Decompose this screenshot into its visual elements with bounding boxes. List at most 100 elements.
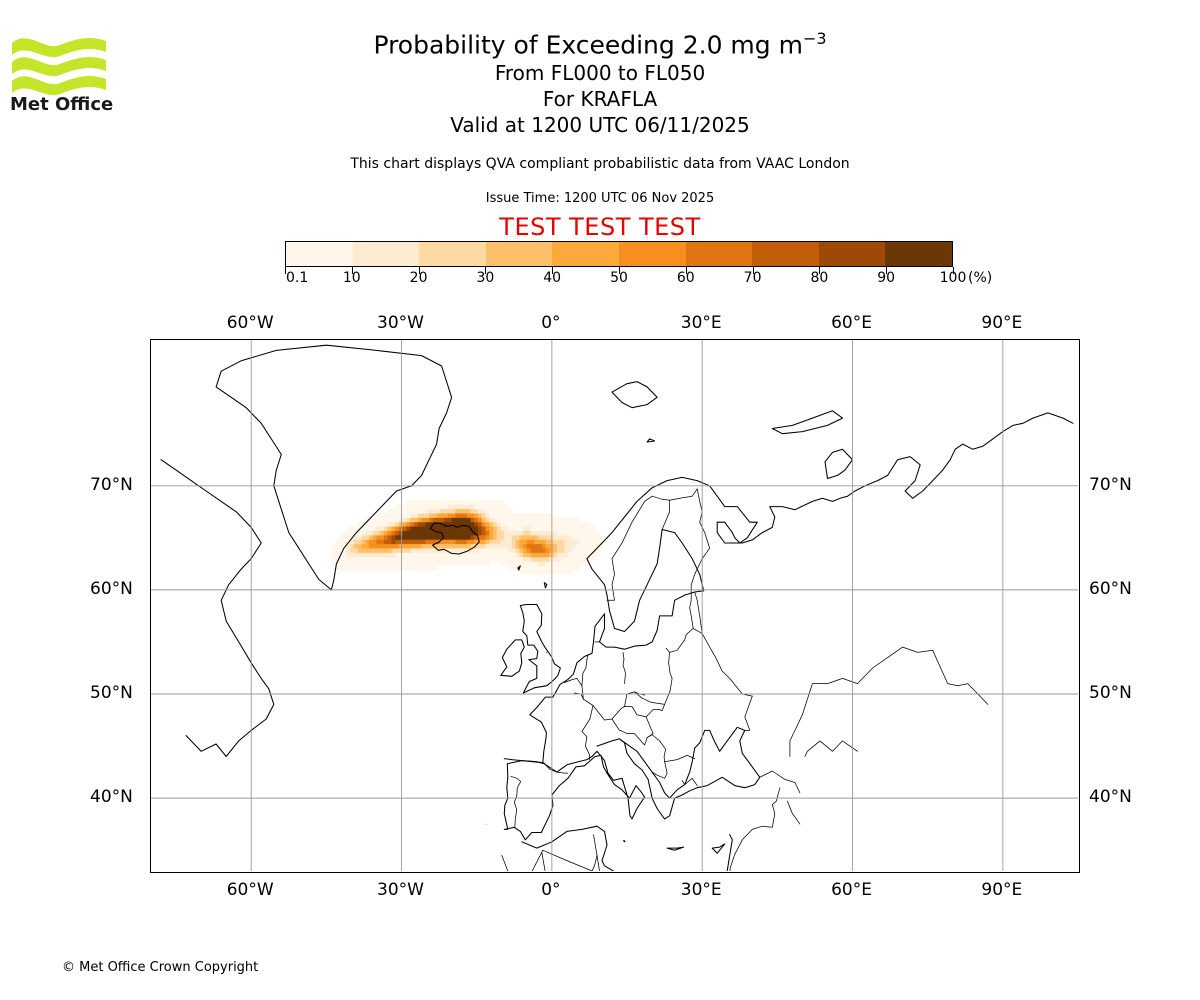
plume-cell [586, 521, 592, 527]
plume-cell [417, 539, 423, 545]
plume-cell [414, 543, 419, 549]
plume-cell [515, 534, 520, 540]
plume-cell [387, 526, 392, 531]
plume-cell [451, 526, 456, 531]
plume-cell [384, 552, 389, 558]
plume-cell [342, 552, 347, 558]
plume-cell [365, 552, 370, 558]
plume-cell [594, 552, 599, 558]
plume-cell [410, 499, 415, 505]
plume-cell [511, 543, 516, 549]
plume-cell [492, 552, 498, 558]
plume-cell [459, 534, 464, 540]
country-border-0 [543, 762, 569, 774]
plume-cell [338, 539, 344, 545]
plume-cell [455, 543, 460, 549]
plume-cell [526, 565, 532, 571]
plume-cell [391, 526, 396, 531]
plume-cell [436, 526, 441, 531]
volcano-name: For KRAFLA [542, 87, 658, 112]
plume-cell [583, 552, 588, 558]
plume-cell [538, 543, 543, 549]
plume-cell [376, 552, 381, 558]
plume-cell [444, 521, 449, 527]
plume-cell [553, 517, 558, 523]
plume-cell [346, 548, 351, 553]
plume-cell [594, 530, 599, 536]
plume-cell [421, 508, 426, 514]
plume-cell [556, 556, 562, 562]
plume-cell [402, 513, 407, 518]
plume-cell [579, 534, 584, 540]
plume-cell [466, 556, 471, 562]
plume-cell [417, 508, 423, 514]
plume-cell [568, 543, 573, 549]
plume-cell [571, 530, 577, 536]
plume-cell [455, 504, 460, 510]
plume-cell [496, 556, 501, 562]
plume-cell [560, 534, 565, 540]
plume-cell [444, 561, 449, 566]
plume-cell [508, 526, 513, 531]
plume-cell [338, 534, 344, 540]
plume-cell [425, 526, 430, 531]
plume-cell [534, 534, 539, 540]
plume-cell [391, 565, 396, 571]
plume-cell [508, 561, 513, 566]
plume-cell [410, 539, 415, 545]
plume-cell [365, 565, 370, 571]
coastline-9 [711, 843, 726, 854]
plume-cell [556, 521, 562, 527]
plume-cell [380, 539, 385, 545]
plume-cell [380, 534, 385, 540]
plume-cell [538, 556, 543, 562]
coastline-16 [646, 438, 656, 443]
plume-cell [485, 534, 490, 540]
plume-cell [421, 552, 426, 558]
colorbar-unit-label: (%) [968, 270, 993, 286]
plume-cell [526, 548, 532, 553]
plume-cell [492, 539, 498, 545]
plume-cell [414, 552, 419, 558]
plume-cell [511, 521, 516, 527]
plume-cell [361, 534, 366, 540]
plume-cell [583, 539, 588, 545]
plume-cell [489, 552, 494, 558]
plume-cell [414, 513, 419, 518]
plume-cell [429, 504, 434, 510]
plume-cell [579, 556, 584, 562]
plume-cell [432, 521, 438, 527]
plume-cell [432, 517, 438, 523]
plume-cell [571, 521, 577, 527]
plume-cell [526, 526, 532, 531]
plume-cell [455, 556, 460, 562]
plume-cell [331, 548, 336, 553]
plume-cell [338, 548, 344, 553]
plume-cell [429, 565, 434, 571]
plume-cell [515, 513, 520, 518]
plume-cell [429, 548, 434, 553]
plume-cell [477, 513, 483, 518]
plume-cell [429, 561, 434, 566]
plume-cell [466, 508, 471, 514]
x-tick-label-bottom-1: 30°W [377, 880, 425, 900]
plume-cell [534, 513, 539, 518]
plume-cell [541, 543, 547, 549]
plume-cell [447, 517, 453, 523]
plume-cell [368, 530, 374, 536]
plume-cell [357, 539, 362, 545]
plume-cell [496, 548, 501, 553]
plume-cell [451, 530, 456, 536]
plume-cell [338, 556, 344, 562]
page-title: Probability of Exceeding 2.0 mg m−3 [0, 24, 1200, 60]
plume-cell [350, 530, 355, 536]
chart-title-block: Probability of Exceeding 2.0 mg m−3 From… [0, 24, 1200, 138]
plume-cell [417, 565, 423, 571]
plume-cell [500, 543, 505, 549]
plume-cell [568, 556, 573, 562]
plume-cell [368, 526, 374, 531]
map-plot-area[interactable] [150, 339, 1080, 873]
plume-cell [545, 556, 550, 562]
plume-cell [492, 499, 498, 505]
plume-cell [500, 508, 505, 514]
